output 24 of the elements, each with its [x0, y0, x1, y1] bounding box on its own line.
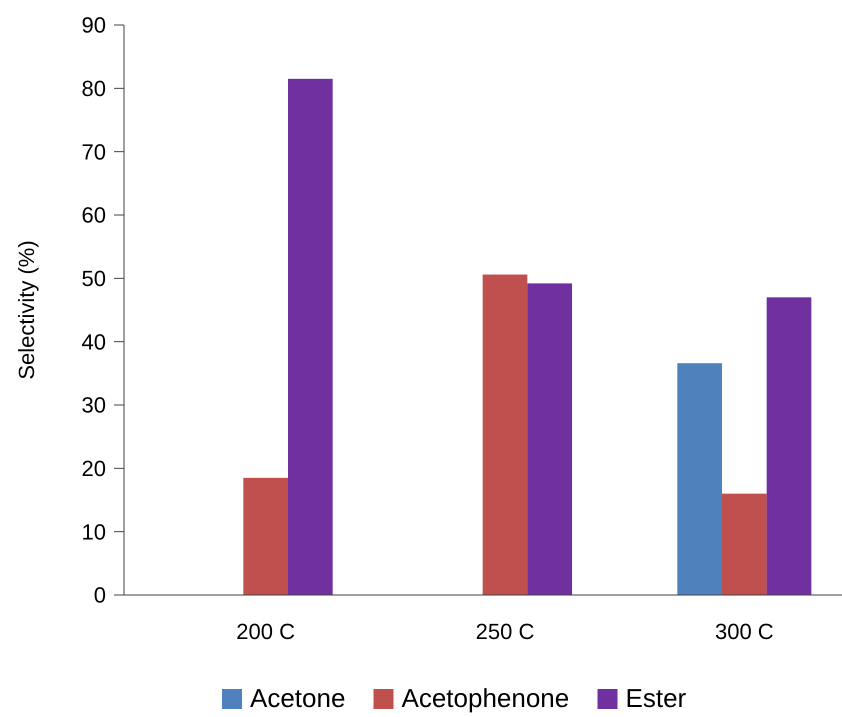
x-tick-label: 300 C	[714, 619, 774, 644]
legend-label: Acetophenone	[402, 683, 570, 713]
y-tick-label: 0	[94, 582, 106, 608]
y-tick-label: 90	[82, 12, 106, 38]
legend-label: Ester	[626, 683, 687, 713]
x-tick-label: 200 C	[236, 619, 296, 644]
legend-label: Acetone	[250, 683, 346, 713]
bar	[677, 363, 722, 595]
y-tick-label: 50	[82, 266, 106, 292]
bar	[288, 78, 333, 595]
bar	[722, 494, 767, 595]
y-tick-label: 60	[82, 202, 106, 228]
bar	[482, 274, 528, 595]
y-tick-label: 20	[82, 456, 106, 482]
bar	[766, 297, 812, 595]
bar	[243, 478, 288, 595]
x-tick-label: 250 C	[476, 619, 534, 644]
bar	[527, 283, 572, 595]
y-axis-title: Selectivity (%)	[14, 240, 39, 380]
y-tick-label: 80	[82, 76, 106, 102]
y-tick-label: 30	[82, 392, 106, 418]
y-tick-label: 70	[82, 139, 106, 164]
y-tick-label: 10	[82, 519, 106, 544]
y-tick-label: 40	[82, 329, 106, 354]
